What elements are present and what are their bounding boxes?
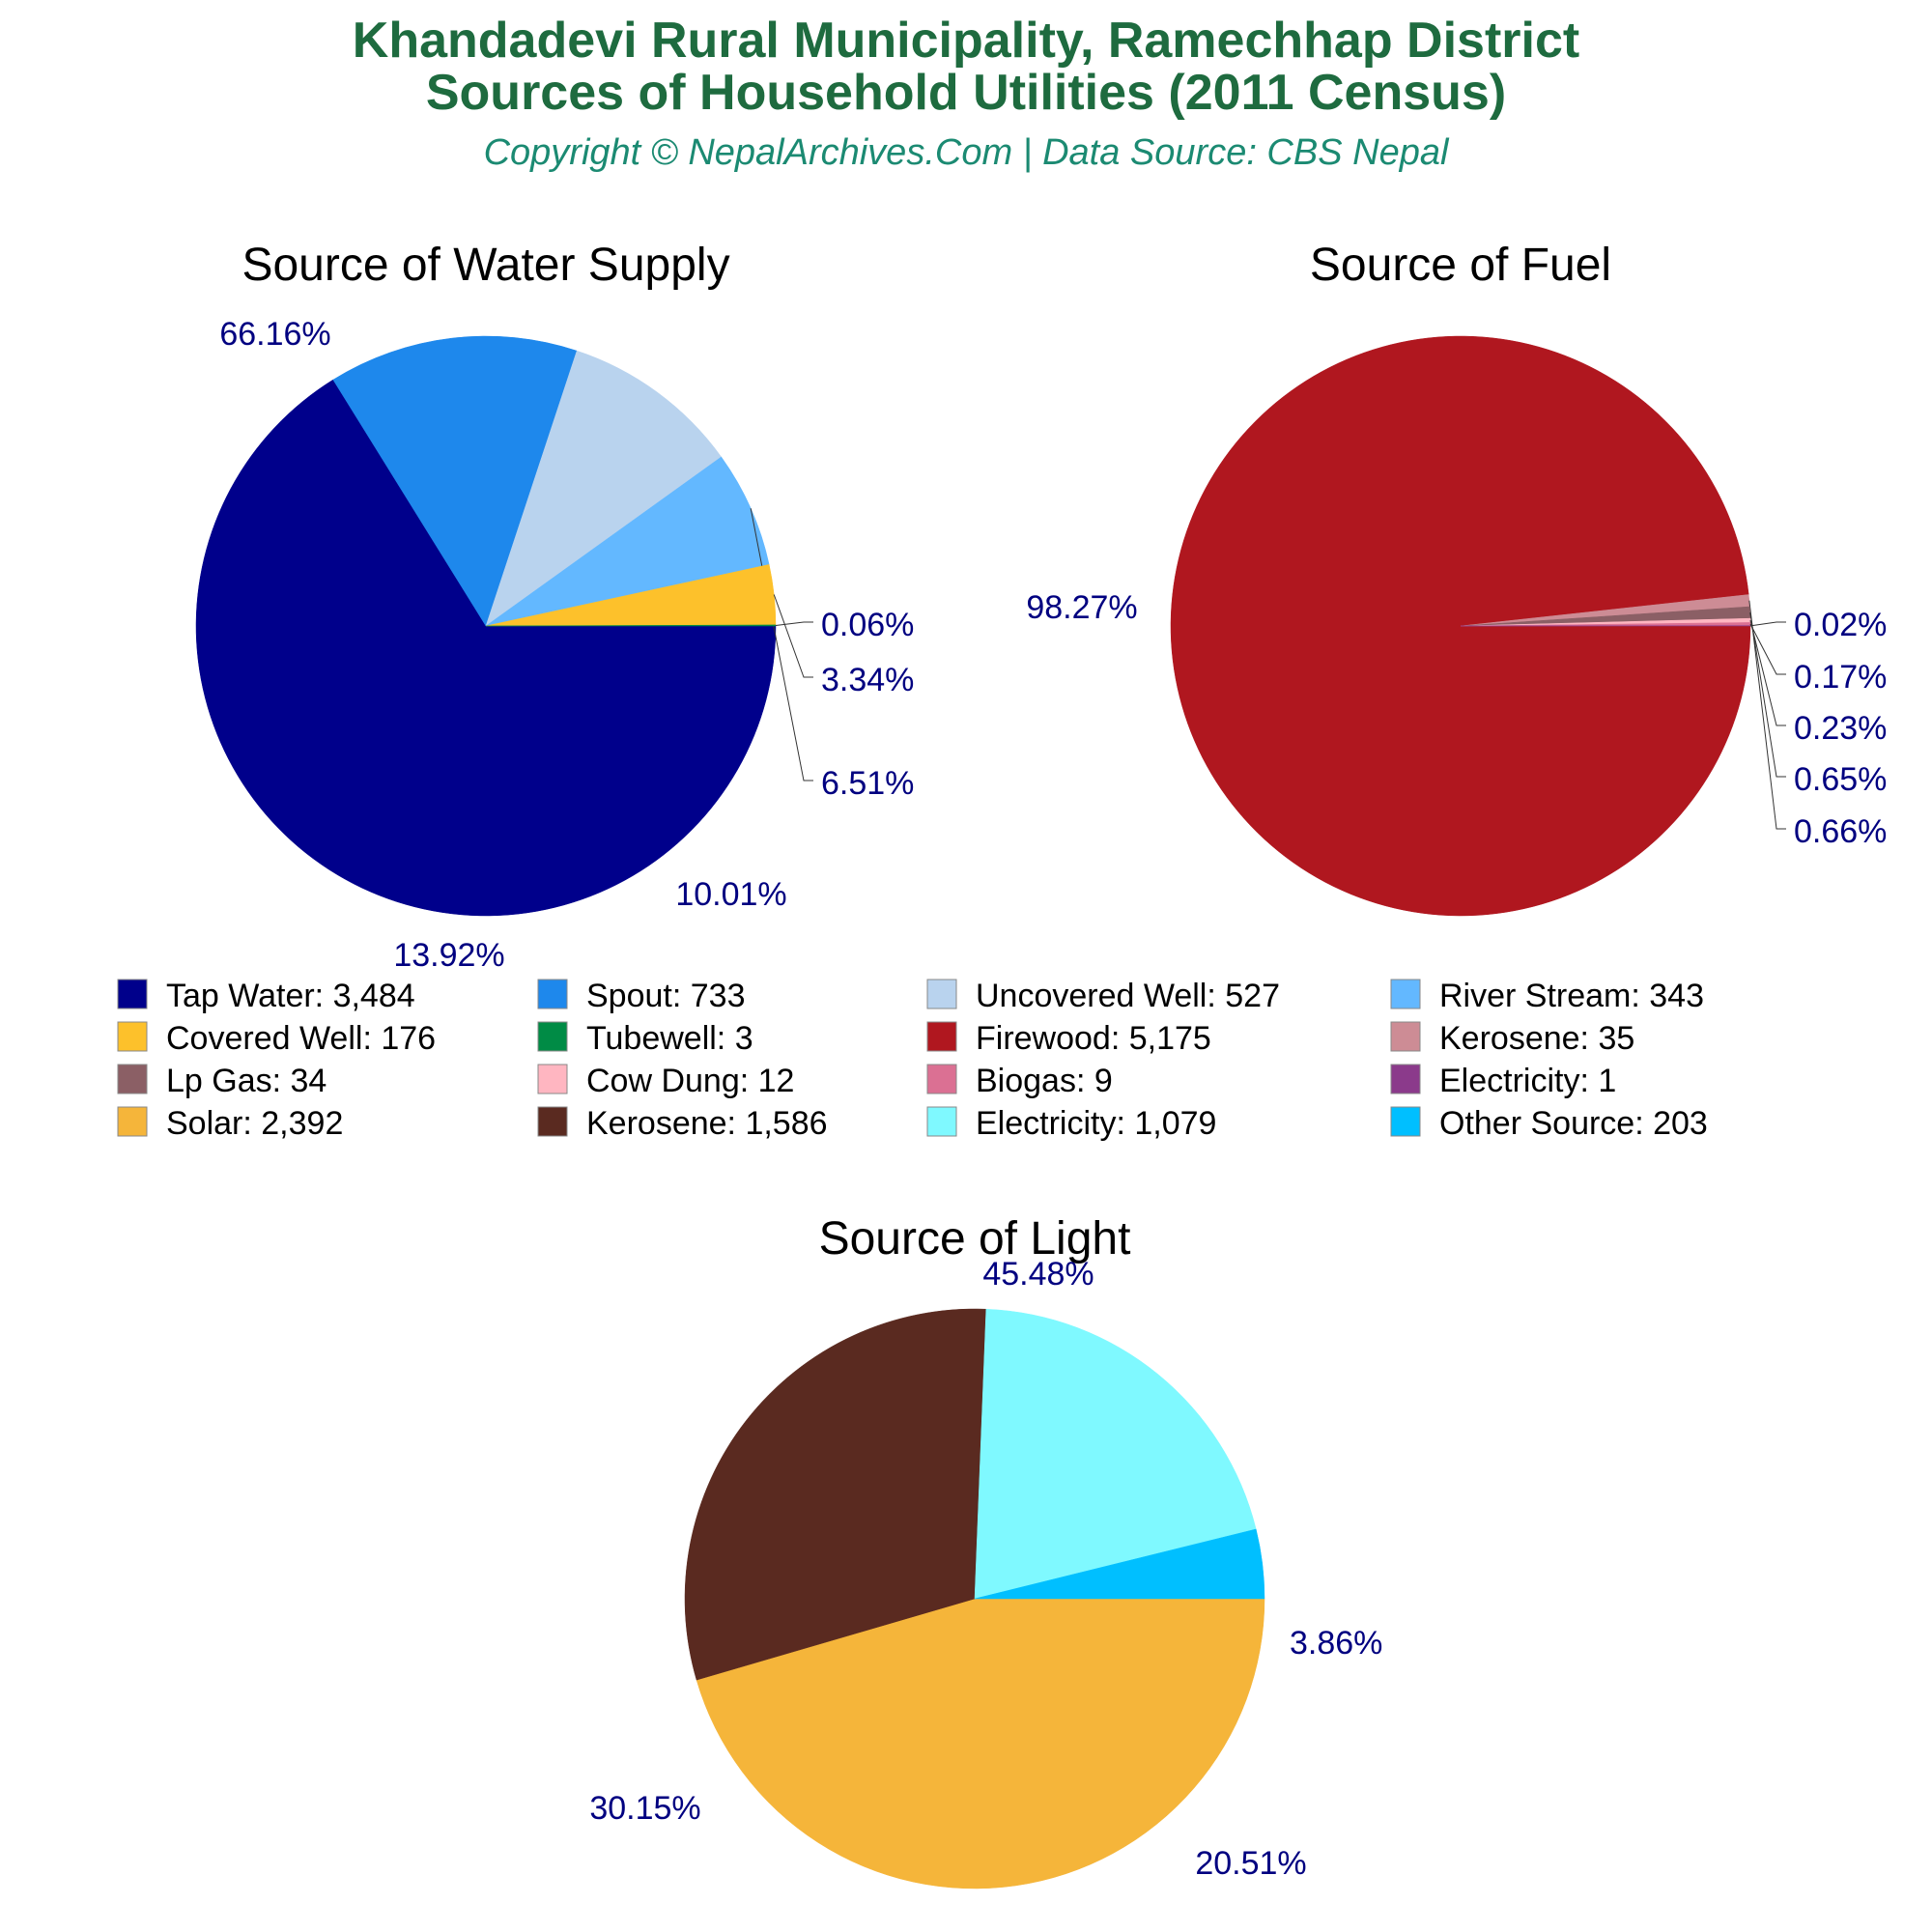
pie-percent-label: 13.92% [393,937,504,974]
pie-percent-label: 45.48% [982,1256,1094,1293]
pie-slice [974,1308,1257,1600]
legend-label: Kerosene: 1,586 [586,1105,828,1142]
legend-swatch [117,979,148,1009]
legend-swatch [537,979,568,1009]
pie-percent-label: 3.86% [1290,1625,1382,1662]
chart-title-line1: Khandadevi Rural Municipality, Ramechhap… [352,13,1580,69]
legend-label: Tap Water: 3,484 [166,978,415,1014]
pie-percent-label: 30.15% [589,1790,700,1827]
legend-label: Spout: 733 [586,978,745,1014]
legend-swatch [926,1021,957,1052]
legend-label: River Stream: 343 [1439,978,1704,1014]
pie-percent-label: 0.17% [1794,659,1887,696]
legend-label: Lp Gas: 34 [166,1063,327,1099]
pie-percent-label: 98.27% [1026,589,1137,626]
pie-slice [696,1598,1265,1889]
legend-swatch [1390,1064,1421,1094]
chart-subtitle: Copyright © NepalArchives.Com | Data Sou… [483,132,1449,173]
pie-percent-label: 0.65% [1794,761,1887,798]
label-callout-line [1748,600,1786,830]
label-callout-line [1749,621,1786,627]
legend-label: Other Source: 203 [1439,1105,1708,1142]
pie-title-0: Source of Water Supply [242,240,729,291]
label-callout-line [1749,620,1786,726]
legend-label: Solar: 2,392 [166,1105,343,1142]
legend-swatch [926,979,957,1009]
pie-slice [332,335,578,627]
legend-swatch [1390,1106,1421,1137]
legend-swatch [1390,1021,1421,1052]
legend-swatch [537,1064,568,1094]
pie-percent-label: 0.23% [1794,710,1887,747]
legend-label: Cow Dung: 12 [586,1063,794,1099]
legend-swatch [117,1064,148,1094]
label-callout-line [775,621,813,626]
pie-title-1: Source of Fuel [1310,240,1611,291]
legend-swatch [1390,979,1421,1009]
pie-percent-label: 0.02% [1794,607,1887,643]
legend-label: Covered Well: 176 [166,1020,436,1057]
legend-label: Kerosene: 35 [1439,1020,1634,1057]
pie-slice [485,350,723,627]
pie-slice [195,379,777,917]
pie-percent-label: 10.01% [675,876,786,913]
legend-label: Biogas: 9 [976,1063,1113,1099]
legend-swatch [117,1021,148,1052]
legend-swatch [926,1106,957,1137]
legend-swatch [926,1064,957,1094]
pie-percent-label: 66.16% [219,316,330,353]
legend-swatch [117,1106,148,1137]
label-callout-line [773,594,813,678]
legend-label: Tubewell: 3 [586,1020,753,1057]
chart-title-line2: Sources of Household Utilities (2011 Cen… [425,65,1507,121]
pie-slice [485,624,777,627]
pie-percent-label: 3.34% [821,662,914,698]
pie-percent-label: 0.66% [1794,813,1887,850]
legend-swatch [537,1021,568,1052]
legend-swatch [537,1106,568,1137]
pie-slice [974,1528,1265,1600]
legend-label: Electricity: 1,079 [976,1105,1216,1142]
pie-percent-label: 0.06% [821,607,914,643]
pie-percent-label: 20.51% [1195,1845,1306,1882]
label-callout-line [1749,611,1786,778]
legend-label: Firewood: 5,175 [976,1020,1211,1057]
pie-slice [684,1308,987,1681]
legend-label: Electricity: 1 [1439,1063,1616,1099]
pie-percent-label: 6.51% [821,765,914,802]
legend-label: Uncovered Well: 527 [976,978,1280,1014]
label-callout-line [1749,623,1786,675]
pie-title-2: Source of Light [819,1213,1131,1264]
